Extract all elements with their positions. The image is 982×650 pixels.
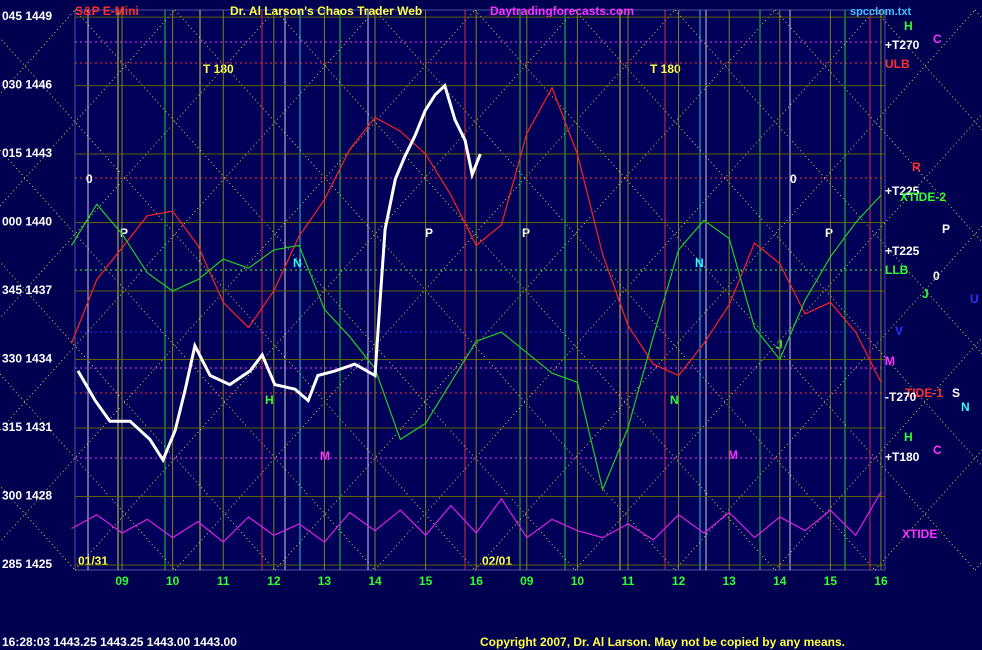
annotation: P: [120, 226, 128, 240]
annotation: N: [670, 393, 679, 407]
decoration: [0, 9, 982, 571]
y-tick-label: 045 1449: [2, 9, 52, 23]
series-line: [71, 491, 882, 543]
annotation: H: [265, 393, 274, 407]
annotation: V: [895, 324, 903, 338]
status: 16:28:03 1443.25 1443.25 1443.00 1443.00: [2, 635, 237, 649]
annotation: U: [970, 292, 979, 306]
annotation: 0: [86, 172, 93, 186]
date-label: 02/01: [482, 554, 512, 568]
y-tick-label: 000 1440: [2, 215, 52, 229]
symbol: S&P E-Mini: [75, 4, 139, 18]
x-tick-label: 11: [622, 574, 635, 588]
x-tick-label: 14: [368, 574, 382, 588]
date-label: 01/31: [78, 554, 108, 568]
x-tick-label: 16: [874, 574, 888, 588]
annotation: -T270: [885, 390, 917, 404]
annotation: ULB: [885, 57, 910, 71]
x-tick-label: 10: [571, 574, 585, 588]
annotation: P: [522, 226, 530, 240]
copyright: Copyright 2007, Dr. Al Larson. May not b…: [480, 635, 845, 649]
annotation: M: [728, 448, 738, 462]
chart-title: Dr. Al Larson's Chaos Trader Web: [230, 4, 422, 18]
series-line: [76, 82, 482, 464]
y-tick-label: 315 1431: [2, 420, 52, 434]
y-tick-label: 345 1437: [2, 283, 52, 297]
annotation: +T180: [885, 450, 920, 464]
annotation: C: [933, 32, 942, 46]
annotation: R: [912, 160, 921, 174]
y-tick-label: 015 1443: [2, 146, 52, 160]
annotation: LLB: [885, 263, 909, 277]
annotation: C: [933, 443, 942, 457]
annotation: N: [695, 256, 704, 270]
x-tick-label: 12: [672, 574, 686, 588]
annotation: TIDE-1: [905, 386, 943, 400]
annotation: T 180: [650, 62, 681, 76]
x-tick-label: 11: [217, 574, 230, 588]
annotation: M: [885, 354, 895, 368]
annotation: XTIDE: [902, 527, 937, 541]
series-line: [70, 194, 882, 492]
site: Daytradingforecasts.com: [490, 4, 634, 18]
x-tick-label: 16: [470, 574, 484, 588]
x-tick-label: 09: [115, 574, 129, 588]
annotation: H: [904, 19, 913, 33]
annotation: N: [293, 256, 302, 270]
y-tick-label: 285 1425: [2, 557, 52, 571]
annotation: P: [942, 222, 950, 236]
annotation: +T225: [885, 184, 920, 198]
annotation: 0: [790, 172, 797, 186]
annotation: S: [952, 386, 960, 400]
annotation: XTIDE-2: [900, 190, 946, 204]
annotation: +T225: [885, 244, 920, 258]
annotation: M: [320, 449, 330, 463]
plot-area: [74, 9, 886, 571]
y-tick-label: 300 1428: [2, 489, 52, 503]
x-tick-label: 09: [520, 574, 534, 588]
x-tick-label: 12: [267, 574, 281, 588]
annotation: P: [825, 226, 833, 240]
x-tick-label: 10: [166, 574, 180, 588]
annotation: J: [922, 287, 929, 301]
x-tick-label: 13: [318, 574, 332, 588]
x-tick-label: 13: [722, 574, 736, 588]
series-line: [70, 86, 882, 383]
x-tick-label: 15: [419, 574, 433, 588]
annotation: 0: [933, 269, 940, 283]
annotation: H: [904, 430, 913, 444]
annotation: +T270: [885, 38, 920, 52]
x-tick-label: 15: [824, 574, 838, 588]
annotation: N: [961, 400, 970, 414]
y-tick-label: 330 1434: [2, 352, 52, 366]
annotation: T 180: [203, 62, 234, 76]
y-tick-label: 030 1446: [2, 78, 52, 92]
x-tick-label: 14: [773, 574, 787, 588]
annotation: P: [425, 226, 433, 240]
